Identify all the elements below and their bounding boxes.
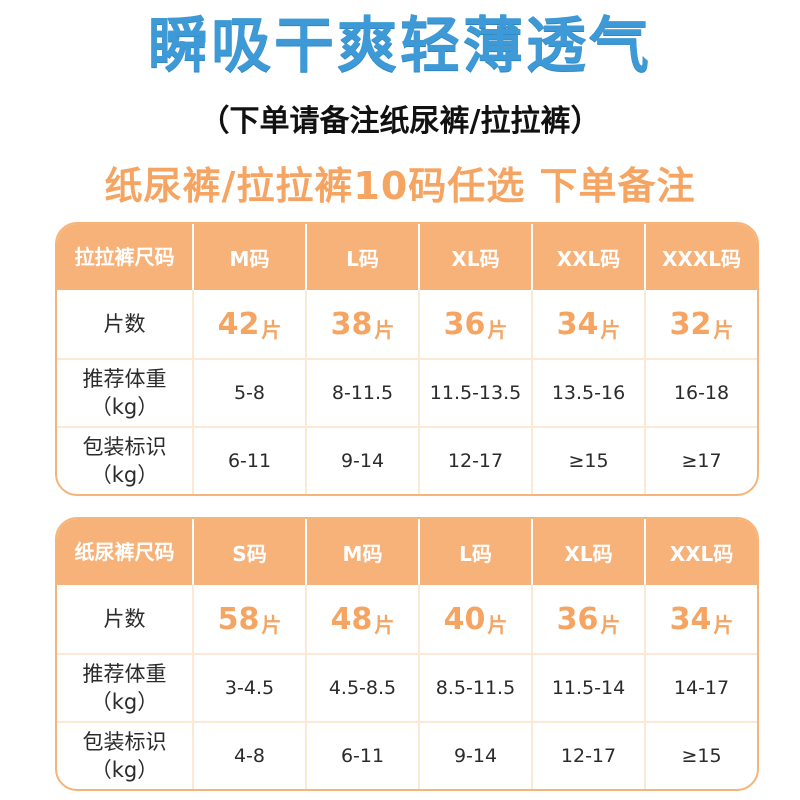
pieces-cell: 36 片 (420, 290, 533, 360)
pack-cell: 9-14 (307, 428, 420, 494)
pack-cell: 9-14 (420, 723, 533, 789)
table-header-row: 纸尿裤 尺码 S码 M码 L码 XL码 XXL码 (57, 519, 757, 585)
weight-cell: 14-17 (646, 655, 757, 723)
size-header: XXL码 (533, 224, 646, 290)
weight-label-text: 推荐体重 (82, 367, 167, 391)
pieces-cell: 40 片 (420, 585, 533, 655)
pieces-count: 40 (443, 601, 486, 637)
pieces-cell: 34 片 (533, 290, 646, 360)
size-header: M码 (307, 519, 420, 585)
pieces-unit: 片 (600, 612, 621, 637)
pieces-count: 42 (217, 306, 260, 342)
pieces-unit: 片 (261, 317, 282, 342)
pieces-unit: 片 (374, 317, 395, 342)
pieces-label: 片数 (57, 290, 194, 360)
pieces-count: 34 (669, 601, 712, 637)
pieces-unit: 片 (487, 612, 508, 637)
table-header-row: 拉拉裤 尺码 M码 L码 XL码 XXL码 XXXL码 (57, 224, 757, 290)
pieces-count: 38 (330, 306, 373, 342)
headline: 瞬吸干爽轻薄透气 (148, 11, 652, 81)
pack-cell: ≥15 (681, 745, 722, 767)
weight-label: 推荐体重 （kg） (57, 655, 194, 723)
size-header: XXL码 (669, 541, 734, 566)
size-header-label-line1: 拉拉裤 (74, 245, 135, 269)
weight-cell: 11.5-13.5 (420, 360, 533, 428)
weight-cell: 5-8 (194, 360, 307, 428)
pieces-row: 片数 42 片 38 片 36 片 34 片 32 片 (57, 290, 757, 360)
pack-row: 包装标识 （kg） 4-8 6-11 9-14 12-17 ≥15 (57, 723, 757, 789)
pieces-cell: 36 片 (533, 585, 646, 655)
order-note: （下单请备注纸尿裤/拉拉裤） (199, 104, 601, 139)
size-header: M码 (194, 224, 307, 290)
pieces-row: 片数 58 片 48 片 40 片 36 片 34 片 (57, 585, 757, 655)
weight-row: 推荐体重 （kg） 5-8 8-11.5 11.5-13.5 13.5-16 16-18 (57, 360, 757, 428)
weight-cell: 4.5-8.5 (307, 655, 420, 723)
pieces-unit: 片 (487, 317, 508, 342)
pack-cell: ≥17 (681, 450, 722, 472)
weight-cell: 3-4.5 (194, 655, 307, 723)
pieces-count: 32 (669, 306, 712, 342)
size-header: L码 (420, 519, 533, 585)
pack-cell: 6-11 (194, 428, 307, 494)
pack-label-unit: （kg） (90, 758, 159, 782)
weight-cell: 13.5-16 (533, 360, 646, 428)
pieces-unit: 片 (261, 612, 282, 637)
promo-banner: 纸尿裤/拉拉裤10码任选 下单备注 (104, 164, 696, 208)
pieces-cell: 32 片 (646, 290, 757, 360)
weight-label-text: 推荐体重 (82, 662, 167, 686)
weight-cell: 11.5-14 (533, 655, 646, 723)
pieces-count: 58 (217, 601, 260, 637)
size-header-label-line2: 尺码 (134, 540, 175, 564)
pack-cell: 12-17 (420, 428, 533, 494)
pieces-cell: 58 片 (194, 585, 307, 655)
pack-row: 包装标识 （kg） 6-11 9-14 12-17 ≥15 ≥17 (57, 428, 757, 494)
size-header: XXXL码 (661, 246, 741, 271)
pack-label-text: 包装标识 (82, 730, 167, 754)
weight-cell: 8-11.5 (307, 360, 420, 428)
pack-cell: ≥15 (533, 428, 646, 494)
pack-label-unit: （kg） (90, 463, 159, 487)
size-header-label-line2: 尺码 (134, 245, 175, 269)
size-header-label-line1: 纸尿裤 (74, 540, 135, 564)
pack-label-text: 包装标识 (82, 435, 167, 459)
size-header: S码 (194, 519, 307, 585)
pack-cell: 6-11 (307, 723, 420, 789)
weight-row: 推荐体重 （kg） 3-4.5 4.5-8.5 8.5-11.5 11.5-14 14-17 (57, 655, 757, 723)
pack-cell: 4-8 (194, 723, 307, 789)
pieces-count: 34 (556, 306, 599, 342)
pieces-unit: 片 (713, 317, 734, 342)
weight-cell: 16-18 (646, 360, 757, 428)
weight-label-unit: （kg） (90, 690, 159, 714)
pieces-cell: 34 片 (646, 585, 757, 655)
pack-label: 包装标识 （kg） (57, 428, 194, 494)
pull-up-pants-size-table: 拉拉裤 尺码 M码 L码 XL码 XXL码 XXXL码 片数 42 片 38 片 36 片 34 片 32 片推荐… (55, 222, 759, 496)
pieces-count: 36 (556, 601, 599, 637)
pieces-unit: 片 (713, 612, 734, 637)
size-header: L码 (307, 224, 420, 290)
pack-cell: 12-17 (533, 723, 646, 789)
size-header: XL码 (533, 519, 646, 585)
pieces-cell: 38 片 (307, 290, 420, 360)
pieces-count: 48 (330, 601, 373, 637)
size-header: XL码 (420, 224, 533, 290)
pieces-count: 36 (443, 306, 486, 342)
pieces-unit: 片 (600, 317, 621, 342)
weight-label-unit: （kg） (90, 395, 159, 419)
pieces-label: 片数 (57, 585, 194, 655)
pack-label: 包装标识 （kg） (57, 723, 194, 789)
diaper-size-table: 纸尿裤 尺码 S码 M码 L码 XL码 XXL码 片数 58 片 48 片 40 片 36 片 34 片推荐体重（… (55, 517, 759, 791)
weight-label: 推荐体重 （kg） (57, 360, 194, 428)
weight-cell: 8.5-11.5 (420, 655, 533, 723)
pieces-cell: 42 片 (194, 290, 307, 360)
pieces-unit: 片 (374, 612, 395, 637)
size-header-label: 纸尿裤 尺码 (57, 519, 194, 585)
size-header-label: 拉拉裤 尺码 (57, 224, 194, 290)
pieces-cell: 48 片 (307, 585, 420, 655)
